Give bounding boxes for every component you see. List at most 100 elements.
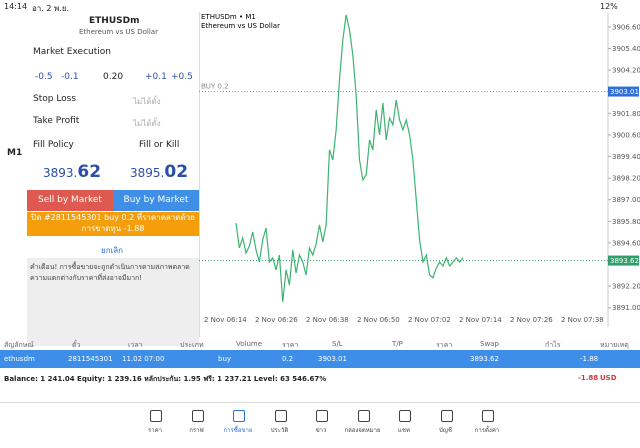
column-header: S/L (332, 340, 343, 348)
trade-label: BUY 0.2 (201, 83, 229, 91)
nav-icon[interactable] (357, 410, 370, 422)
volume-step[interactable]: +0.5 (171, 72, 193, 82)
volume-step[interactable]: +0.1 (145, 72, 167, 82)
left-toolbar (0, 12, 28, 337)
y-tick-label: 3899.40 (612, 153, 640, 161)
column-header: หมายเหตุ (600, 341, 629, 349)
nav-icon[interactable] (150, 410, 162, 422)
y-tick-label: 3900.60 (612, 131, 640, 139)
volume-step[interactable]: -0.1 (61, 72, 79, 82)
y-tick-label: 3892.20 (612, 283, 640, 291)
column-header: กำไร (545, 341, 561, 349)
volume-step: 0.20 (103, 72, 124, 82)
y-tick-label: 3904.20 (612, 67, 640, 75)
position-cell: buy (218, 355, 232, 363)
x-tick-label: 2 Nov 06:50 (357, 316, 400, 324)
bid-main: 3893. (43, 166, 78, 180)
x-tick-label: 2 Nov 07:14 (459, 316, 502, 324)
order-type[interactable]: Market Execution (33, 47, 111, 57)
nav-label[interactable]: กล่องจดหมาย (344, 427, 381, 434)
price-marker (608, 86, 639, 97)
price-marker (608, 255, 639, 266)
cancel-button[interactable]: ยกเลิก (101, 246, 124, 255)
account-summary: Balance: 1 241.04 Equity: 1 239.16 หลักป… (4, 375, 327, 383)
nav-label[interactable]: ข่าว (315, 427, 327, 434)
ask-main: 3895. (130, 166, 165, 180)
symbol[interactable]: ETHUSDm (89, 16, 140, 26)
x-tick-label: 2 Nov 07:02 (408, 316, 451, 324)
position-cell: 11.02 07:00 (122, 355, 165, 363)
y-tick-label: 3898.20 (612, 175, 640, 183)
nav-icon[interactable] (191, 410, 204, 422)
position-cell: 3893.62 (470, 355, 499, 363)
bottom-nav: ราคา กราฟ การซื้อขาย ประวัติ ข่าว กล่องจดหมาย… (0, 402, 640, 448)
chart-title: ETHUSDm • M1 (201, 13, 256, 21)
nav-icon[interactable] (399, 410, 411, 422)
nav-label[interactable]: การตั้งค่า (474, 427, 500, 434)
symbol-description: Ethereum vs US Dollar (79, 28, 158, 36)
fill-policy-value[interactable]: Fill or Kill (139, 140, 180, 150)
nav-icon[interactable] (316, 410, 328, 422)
nav-label[interactable]: แชท (398, 427, 410, 434)
column-header: T/P (392, 340, 403, 348)
x-tick-label: 2 Nov 07:38 (561, 316, 604, 324)
take-profit: Take Profit (33, 116, 80, 126)
volume-step[interactable]: -0.5 (35, 72, 53, 82)
chart-subtitle: Ethereum vs US Dollar (201, 22, 280, 30)
y-tick-label: 3905.40 (612, 45, 640, 53)
position-row[interactable] (0, 350, 640, 368)
x-tick-label: 2 Nov 06:38 (306, 316, 349, 324)
stop-loss-value[interactable]: ไม่ได้ตั้ง (133, 97, 161, 106)
column-header: ราคา (282, 341, 299, 349)
y-tick-label: 3897.00 (612, 196, 640, 204)
x-tick-label: 2 Nov 06:26 (255, 316, 298, 324)
price-marker-label: 3903.01 (610, 88, 639, 96)
warning: คำเตือน! การซื้อขายจะถูกดำเนินการตามสภาพ… (27, 258, 199, 346)
position-cell: ethusdm (4, 355, 35, 363)
ask-small: 02 (164, 162, 189, 182)
nav-icon[interactable] (440, 410, 453, 422)
y-tick-label: 3894.60 (612, 239, 640, 247)
y-tick-label: 3906.60 (612, 23, 640, 31)
nav-label[interactable]: บัญชี (439, 427, 452, 434)
nav-label[interactable]: ราคา (148, 427, 162, 434)
position-cell: -1.88 (580, 355, 599, 363)
bid-price: 3893.62 (43, 162, 101, 182)
column-header: ตั๋ว (72, 341, 81, 349)
buy-button[interactable]: Buy by Market (113, 190, 199, 211)
y-tick-label: 3901.80 (612, 110, 640, 118)
nav-icon[interactable] (233, 410, 245, 422)
total-profit: -1.88 (578, 374, 599, 382)
order-panel: ETHUSDm Ethereum vs US Dollar Market Exe… (27, 12, 200, 346)
sell-button[interactable]: Sell by Market (27, 190, 113, 211)
nav-label[interactable]: การซื้อขาย (223, 427, 253, 434)
battery: 12% (600, 2, 618, 11)
ask-price: 3895.02 (130, 162, 188, 182)
bid-small: 62 (77, 162, 102, 182)
position-cell: 2811545301 (68, 355, 113, 363)
timeframe[interactable]: M1 (7, 148, 23, 158)
x-tick-label: 2 Nov 06:14 (204, 316, 247, 324)
y-tick-label: 3891.00 (612, 304, 640, 312)
nav-label[interactable]: กราฟ (189, 427, 204, 434)
status-date: อา. 2 พ.ย. (32, 4, 70, 13)
nav-icon[interactable] (274, 410, 287, 422)
column-header: Volume (236, 340, 263, 348)
column-header: ราคา (436, 341, 453, 349)
take-profit-value[interactable]: ไม่ได้ตั้ง (133, 119, 161, 128)
y-tick-label: 3895.80 (612, 218, 640, 226)
close-position-button[interactable]: ปิด #2811545301 buy 0.2 ที่ราคาตลาดด้วยก… (27, 212, 199, 236)
positions: สัญลักษณ์ ตั๋ว เวลา ประเภท Volume ราคา S/L T/P ร… (0, 338, 640, 402)
position-cell: 0.2 (282, 355, 294, 363)
column-header: Swap (480, 340, 499, 348)
status-time: 14:14 (4, 2, 28, 11)
price-line-series (235, 14, 464, 303)
currency: USD (600, 374, 617, 382)
nav-icon[interactable] (482, 410, 494, 422)
nav-label[interactable]: ประวัติ (270, 427, 289, 434)
fill-policy: Fill Policy (33, 140, 74, 150)
chart: ETHUSDm • M1 Ethereum vs US Dollar 3906.… (199, 12, 640, 327)
column-header: เวลา (128, 341, 143, 349)
